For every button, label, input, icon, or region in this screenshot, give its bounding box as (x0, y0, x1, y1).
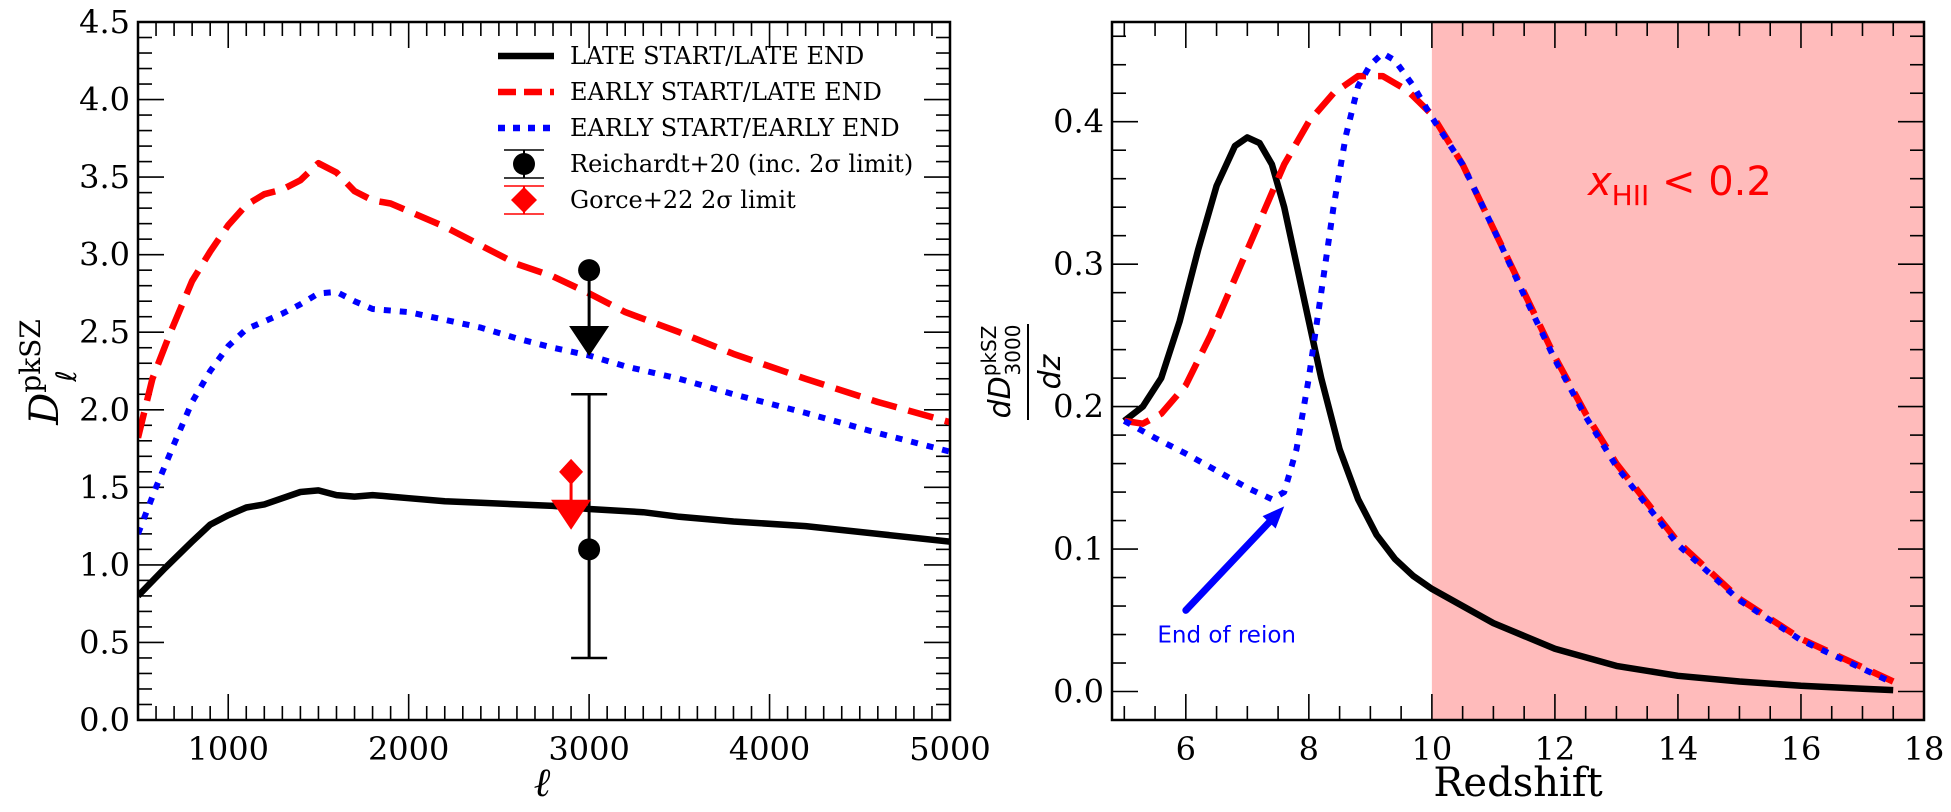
y-tick-label: 0.3 (1053, 245, 1104, 283)
left-x-axis-label: ℓ (534, 760, 551, 806)
y-tick-label: 1.5 (79, 468, 130, 506)
y-tick-label: 4.5 (79, 3, 130, 41)
shaded-region (1431, 22, 1924, 720)
right-x-axis-label: Redshift (1433, 760, 1602, 806)
legend-marker-diamond (511, 187, 537, 213)
y-tick-label: 0.4 (1053, 103, 1104, 141)
legend-label: Gorce+22 2σ limit (570, 186, 796, 214)
left-y-label-sup: pkSZ (14, 319, 47, 393)
x-tick-label: 3000 (548, 730, 629, 768)
shaded-region-label: xHII < 0.2 (1586, 159, 1772, 212)
x-tick-label: 16 (1781, 730, 1822, 768)
right-y-axis-label: dDpkSZ 3000 dz (977, 324, 1068, 420)
left-y-label-sub: ℓ (50, 370, 83, 383)
left-panel: 1000 2000 3000 4000 5000 0.0 0.5 1.0 1.5 2.0 2.5 3.… (14, 3, 991, 806)
svg-text:dDpkSZ: dDpkSZ (977, 326, 1018, 419)
left-y-label-main: D (22, 393, 68, 426)
svg-text:DpkSZ: DpkSZ (14, 319, 68, 426)
x-tick-label: 1000 (188, 730, 269, 768)
y-tick-label: 1.0 (79, 546, 130, 584)
y-tick-label: 3.0 (79, 236, 130, 274)
right-y-label-sub: 3000 (1001, 325, 1025, 376)
x-tick-label: 2000 (368, 730, 449, 768)
y-tick-label: 0.5 (79, 623, 130, 661)
right-ticks (1112, 22, 1925, 721)
right-y-label-den: dz (1033, 353, 1068, 389)
x-tick-label: 14 (1658, 730, 1699, 768)
y-tick-label: 4.0 (79, 81, 130, 119)
right-panel: 6 8 10 12 14 16 18 0.0 0.1 0.2 0.3 0.4 Redshift dDp… (977, 20, 1945, 806)
y-tick-label: 0.0 (79, 701, 130, 739)
x-tick-label: 10 (1412, 730, 1453, 768)
shaded-label-rest: < 0.2 (1649, 159, 1772, 205)
legend-label: EARLY START/EARLY END (570, 114, 900, 142)
y-tick-label: 0.1 (1053, 530, 1104, 568)
legend-label: Reichardt+20 (inc. 2σ limit) (570, 150, 913, 178)
right-y-label-sup: pkSZ (977, 326, 1001, 377)
data-point-circle (578, 259, 601, 282)
annotation-text: End of reion (1157, 623, 1296, 649)
x-tick-label: 6 (1176, 730, 1196, 768)
shaded-label-x: x (1586, 159, 1612, 205)
x-tick-label: 4000 (729, 730, 810, 768)
annotation-arrow-head (1262, 506, 1285, 529)
series-line-late-start-late-end (138, 487, 950, 599)
x-tick-label: 12 (1535, 730, 1576, 768)
right-y-label-num: dD (983, 376, 1018, 418)
svg-text:xHII < 0.2: xHII < 0.2 (1586, 159, 1772, 212)
y-tick-label: 2.0 (79, 391, 130, 429)
data-point-circle (578, 538, 601, 561)
legend-label: LATE START/LATE END (570, 42, 864, 70)
data-point-diamond (559, 458, 584, 485)
x-tick-label: 8 (1299, 730, 1319, 768)
upper-limit-arrow (569, 325, 610, 356)
series-line-late-start-late-end (1122, 134, 1894, 694)
left-ticks (137, 21, 951, 721)
annotation-arrow-shaft (1182, 518, 1273, 614)
left-legend: LATE START/LATE END EARLY START/LATE END E… (498, 42, 913, 215)
legend-marker-circle (513, 153, 535, 175)
upper-limit-arrow (551, 499, 592, 530)
series-line-early-start-late-end (1123, 72, 1895, 685)
series-line-early-start-early-end (138, 288, 950, 535)
right-plot-frame (1110, 20, 1926, 722)
y-tick-label: 2.5 (79, 313, 130, 351)
left-plot-frame (136, 20, 952, 722)
y-tick-label: 0.2 (1053, 388, 1104, 426)
x-tick-label: 5000 (909, 730, 990, 768)
x-tick-label: 18 (1904, 730, 1945, 768)
legend-label: EARLY START/LATE END (570, 78, 882, 106)
y-tick-label: 0.0 (1053, 673, 1104, 711)
left-y-axis-label: DpkSZ ℓ (14, 319, 83, 426)
shaded-label-sub: HII (1612, 179, 1650, 212)
series-line-early-start-late-end (138, 159, 950, 439)
y-tick-label: 3.5 (79, 158, 130, 196)
